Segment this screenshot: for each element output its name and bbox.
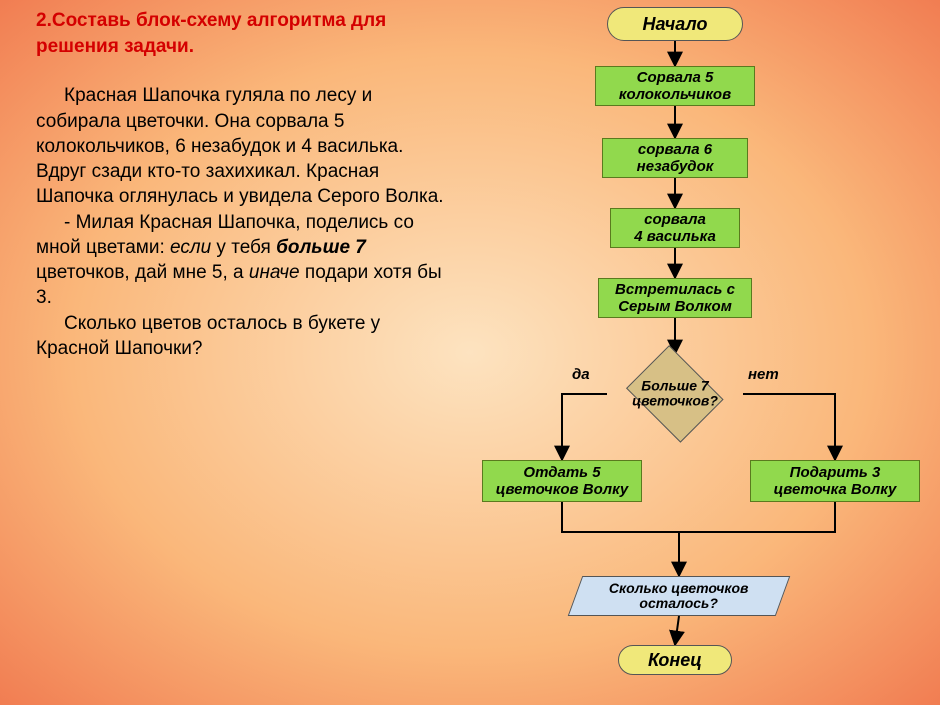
task-title: 2.Составь блок-схему алгоритма для решен… bbox=[36, 8, 456, 59]
terminator-start: Начало bbox=[607, 7, 743, 41]
process-p3: сорвала4 василька bbox=[610, 208, 740, 248]
branch-no-label: нет bbox=[748, 366, 779, 383]
paragraph-2: - Милая Красная Шапочка, поделись со мно… bbox=[36, 210, 456, 311]
paragraph-3: Сколько цветов осталось в букете у Красн… bbox=[36, 311, 456, 362]
terminator-end: Конец bbox=[618, 645, 732, 675]
process-pR: Подарить 3цветочка Волку bbox=[750, 460, 920, 502]
process-p1: Сорвала 5колокольчиков bbox=[595, 66, 755, 106]
io-io: Сколько цветочковосталось? bbox=[568, 576, 791, 616]
branch-yes-label: да bbox=[572, 366, 590, 383]
task-body: Красная Шапочка гуляла по лесу и собирал… bbox=[36, 83, 456, 361]
slide-root: 2.Составь блок-схему алгоритма для решен… bbox=[0, 0, 940, 705]
text-column: 2.Составь блок-схему алгоритма для решен… bbox=[36, 8, 456, 361]
process-p2: сорвала 6незабудок bbox=[602, 138, 748, 178]
process-pL: Отдать 5цветочков Волку bbox=[482, 460, 642, 502]
paragraph-1: Красная Шапочка гуляла по лесу и собирал… bbox=[36, 83, 456, 209]
flowchart: Начало Сорвала 5колокольчиков сорвала 6нез… bbox=[460, 0, 940, 705]
process-p4: Встретилась сСерым Волком bbox=[598, 278, 752, 318]
